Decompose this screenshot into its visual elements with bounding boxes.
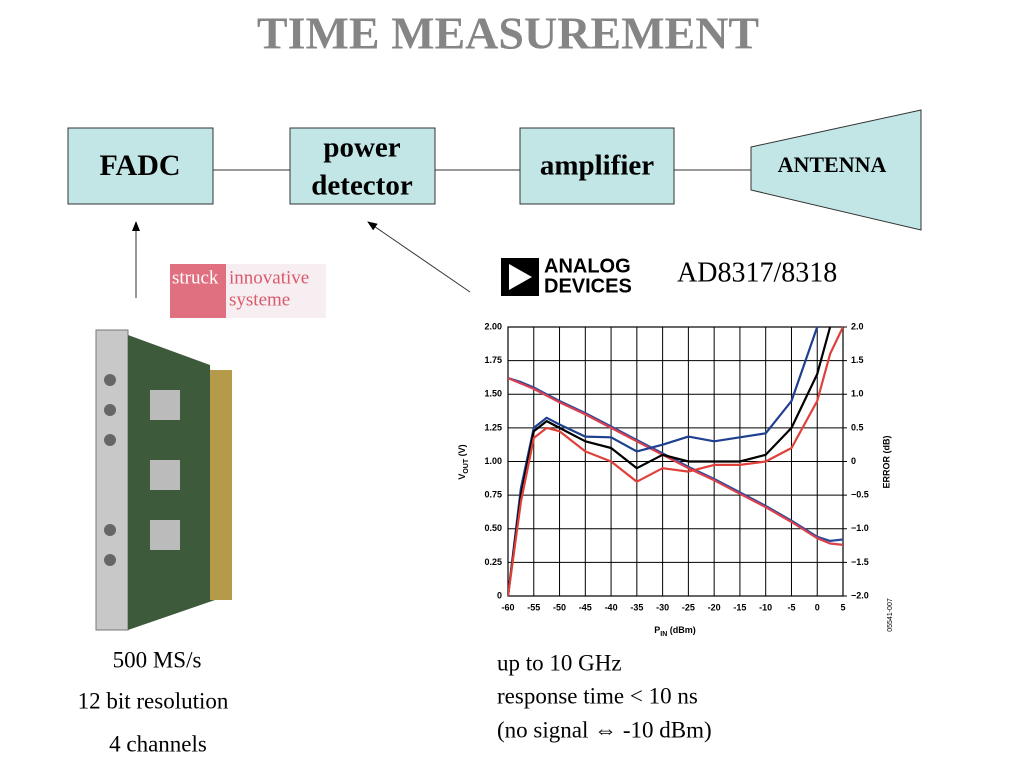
y-tick-label: 1.50 bbox=[484, 389, 502, 399]
node-label: ANTENNA bbox=[778, 152, 887, 177]
antenna-shape bbox=[750, 109, 922, 231]
logo-text: ANALOG bbox=[544, 255, 631, 277]
logo-text: systeme bbox=[229, 289, 290, 310]
chip bbox=[150, 390, 180, 420]
x-tick-label: -10 bbox=[759, 602, 772, 612]
y-tick-label: 0.25 bbox=[484, 557, 502, 567]
y2-tick-label: 1.5 bbox=[851, 355, 864, 365]
label-part: P bbox=[654, 625, 660, 635]
label-part: (V) bbox=[457, 444, 467, 459]
ad-logo-triangle bbox=[509, 264, 532, 290]
x-tick-label: -25 bbox=[682, 602, 695, 612]
series-line bbox=[508, 326, 832, 597]
node-label: detector bbox=[311, 170, 413, 202]
y2-tick-label: 1.0 bbox=[851, 389, 864, 399]
label-part: (dBm) bbox=[667, 625, 696, 635]
bnc bbox=[104, 404, 116, 416]
node-label: FADC bbox=[99, 149, 180, 182]
fadc-box bbox=[67, 127, 214, 205]
label-part: V bbox=[457, 474, 467, 480]
label-part: OUT bbox=[463, 458, 470, 474]
y-tick-label: 0 bbox=[497, 590, 502, 600]
spec-text: 500 MS/s bbox=[113, 647, 202, 672]
spec-text: 12 bit resolution bbox=[78, 688, 229, 713]
node-label: power bbox=[323, 132, 400, 164]
y2-axis-label: ERROR (dB) bbox=[881, 436, 891, 489]
y-tick-label: 0.75 bbox=[484, 490, 502, 500]
series-line bbox=[508, 377, 843, 542]
chart: -60 -55 -50 -45 -40 -35 -30 -25 -20 -15 -10 -5 0 500.… bbox=[484, 321, 868, 612]
x-tick-label: -60 bbox=[501, 602, 514, 612]
x-tick-label: 0 bbox=[815, 602, 820, 612]
x-tick-label: -35 bbox=[630, 602, 643, 612]
chip bbox=[150, 460, 180, 490]
slide-title: TIME MEASUREMENT bbox=[257, 8, 759, 59]
arrow bbox=[367, 221, 471, 293]
part-number: AD8317/8318 bbox=[677, 257, 837, 288]
bnc bbox=[104, 524, 116, 536]
spec-text: (no signal ⇔ -10 dBm) bbox=[497, 717, 712, 742]
fadc-board-photo bbox=[95, 329, 232, 631]
series-line bbox=[508, 326, 843, 597]
series-line bbox=[508, 326, 819, 597]
y-tick-label: 2.00 bbox=[484, 321, 502, 331]
y-tick-label: 1.25 bbox=[484, 422, 502, 432]
y2-tick-label: 2.0 bbox=[851, 321, 864, 331]
y2-tick-label: −1.0 bbox=[851, 523, 869, 533]
y-tick-label: 1.00 bbox=[484, 456, 502, 466]
y-tick-label: 1.75 bbox=[484, 355, 502, 365]
x-tick-label: -45 bbox=[579, 602, 592, 612]
bnc bbox=[104, 374, 116, 386]
spec-text: response time < 10 ns bbox=[497, 683, 698, 708]
spec-text: up to 10 GHz bbox=[497, 650, 622, 675]
x-tick-label: -50 bbox=[553, 602, 566, 612]
x-tick-label: -40 bbox=[605, 602, 618, 612]
y-tick-label: 0.50 bbox=[484, 523, 502, 533]
chip bbox=[150, 520, 180, 550]
y-axis-label: VOUT (V) bbox=[457, 444, 469, 479]
detector-box bbox=[289, 127, 436, 205]
struck-logo-mark bbox=[170, 264, 226, 318]
amplifier-box bbox=[519, 127, 675, 205]
x-tick-label: 5 bbox=[840, 602, 845, 612]
connector-strip bbox=[210, 370, 232, 600]
x-tick-label: -20 bbox=[708, 602, 721, 612]
x-tick-label: -15 bbox=[733, 602, 746, 612]
spec-text: 4 channels bbox=[109, 731, 207, 756]
x-tick-label: -30 bbox=[656, 602, 669, 612]
label-part: IN bbox=[660, 631, 667, 638]
logo-text: struck bbox=[172, 267, 219, 288]
bnc bbox=[104, 434, 116, 446]
logo-text: innovative bbox=[229, 267, 309, 288]
y2-tick-label: 0.5 bbox=[851, 422, 864, 432]
node-label: amplifier bbox=[540, 150, 654, 182]
figure-id: 05541-007 bbox=[887, 598, 894, 632]
y2-tick-label: −0.5 bbox=[851, 490, 869, 500]
y2-tick-label: 0 bbox=[851, 456, 856, 466]
y2-tick-label: −1.5 bbox=[851, 557, 869, 567]
logo-text: DEVICES bbox=[544, 275, 632, 297]
x-axis-label: PIN (dBm) bbox=[654, 625, 696, 637]
y2-tick-label: −2.0 bbox=[851, 590, 869, 600]
bnc bbox=[104, 554, 116, 566]
x-tick-label: -55 bbox=[527, 602, 540, 612]
x-tick-label: -5 bbox=[787, 602, 795, 612]
